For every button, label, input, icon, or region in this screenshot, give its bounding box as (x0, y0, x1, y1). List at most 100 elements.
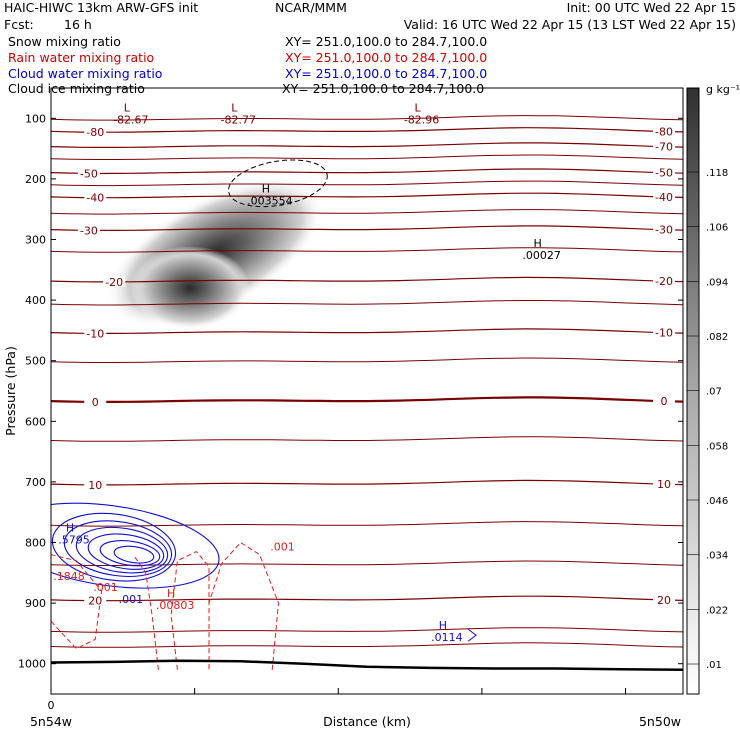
rain-value-label: .001 (93, 581, 118, 594)
colorbar-tick-label: .106 (706, 223, 728, 234)
legend-rain-name: Rain water mixing ratio (8, 50, 154, 65)
isotherm-label: -10 (655, 327, 673, 340)
temp-min-value: -82.67 (113, 113, 148, 126)
isotherm (51, 180, 683, 187)
isotherm-label-bg (653, 140, 676, 152)
legend: Snow mixing ratio XY= 251.0,100.0 to 284… (8, 34, 487, 96)
isotherm-label: -50 (655, 167, 673, 180)
cloud_water-value-label: .0114 (431, 631, 463, 644)
isotherm-10 (51, 479, 683, 486)
valid-time: Valid: 16 UTC Wed 22 Apr 15 (13 LST Wed … (404, 17, 736, 32)
cloud-water-contour (51, 512, 177, 582)
isotherm-label-bg (653, 223, 676, 235)
isotherm-label: -40 (86, 192, 104, 205)
cloud-water-contour (63, 520, 173, 577)
isotherm-label-bg (84, 126, 107, 138)
colorbar-tick-label: .034 (706, 551, 728, 562)
cloud-water-contour (113, 545, 155, 564)
isotherm-label: 0 (92, 396, 99, 409)
isotherm (51, 357, 683, 363)
colorbar-bar (686, 87, 700, 695)
y-tick-label: 500 (25, 355, 46, 368)
isotherm--10 (51, 328, 683, 334)
temp-min-marker: L (124, 101, 131, 114)
isotherm-label: -40 (655, 191, 673, 204)
rain-value-label: .1848 (53, 570, 85, 583)
y-tick-label: 200 (25, 173, 46, 186)
y-tick-label: 300 (25, 234, 46, 247)
rain-contour (132, 554, 159, 670)
x-axis: 0 (48, 688, 627, 712)
isotherm (51, 642, 683, 648)
ice-max-marker: H (262, 182, 270, 195)
isotherm-label: -50 (80, 167, 98, 180)
x-tick-label: 0 (48, 699, 55, 712)
temperature-contours (51, 115, 683, 648)
isotherm-label: 10 (657, 478, 671, 491)
isotherm-label: -80 (86, 126, 104, 139)
isotherm-label: 10 (88, 479, 102, 492)
isotherm-label-bg (84, 191, 107, 203)
rain-value-label: .00803 (156, 599, 195, 612)
rain-contour (208, 541, 280, 670)
y-tick-label: 800 (25, 537, 46, 550)
ice-value-label: .003554 (247, 194, 293, 207)
isotherm-label: -30 (80, 224, 98, 237)
isotherm (51, 436, 683, 442)
isotherm--70 (51, 142, 683, 148)
terrain-surface (51, 659, 683, 672)
cloud-water-contour (87, 533, 165, 570)
legend-snow-name: Snow mixing ratio (8, 34, 121, 49)
isotherm (51, 115, 683, 121)
isotherm-label: -70 (655, 141, 673, 154)
fcst-label: Fcst: (4, 17, 34, 32)
isotherm-label: -30 (655, 224, 673, 237)
plot-frame (50, 87, 684, 695)
ice-value-label: .00027 (522, 249, 561, 262)
y-tick-label: 400 (25, 294, 46, 307)
y-tick-label: 100 (25, 112, 46, 125)
isotherm-label-bg (653, 478, 676, 490)
isotherm-label-bg (653, 190, 676, 202)
isotherm--30 (51, 225, 683, 231)
rain-contour (170, 550, 210, 670)
colorbar: g kg⁻¹ .01 .022 .034 .046 .058 .07 .082 .094 .10… (686, 83, 740, 695)
legend-snow-xy: XY= 251.0,100.0 to 284.7,100.0 (285, 34, 487, 49)
colorbar-tick-label: .094 (706, 277, 728, 288)
temp-min-marker: L (414, 101, 421, 114)
isotherm-label-bg (653, 593, 676, 605)
isotherm--40 (51, 192, 683, 199)
rain-value-label: .001 (270, 540, 295, 553)
isotherm-label-bg (84, 478, 107, 490)
x-axis-title: Distance (km) (323, 714, 411, 729)
isotherm (51, 209, 683, 215)
legend-cloud-water-xy: XY= 251.0,100.0 to 284.7,100.0 (285, 66, 487, 81)
rain-contours (51, 541, 280, 670)
cloud_water-max-marker: H (439, 619, 447, 632)
isotherm (51, 627, 683, 633)
isotherm-label: -20 (655, 275, 673, 288)
isotherm-label-bg (84, 327, 107, 339)
isotherm--50 (51, 168, 683, 175)
temp-min-value: -82.77 (221, 113, 256, 126)
colorbar-tick-label: .118 (706, 168, 728, 179)
isotherm-label-bg (77, 167, 100, 179)
cloud_water-value-label: .001 (119, 593, 144, 606)
cloud_water-value-label: .5795 (58, 534, 90, 547)
isotherm-label-bg (103, 275, 126, 287)
cloud-water-contour (51, 502, 220, 589)
isotherm-label: -20 (105, 276, 123, 289)
snow-shading (105, 178, 325, 330)
ice-contour (227, 159, 328, 208)
isotherm-label: -80 (655, 126, 673, 139)
cloud-water-contours (51, 502, 477, 642)
rain-max-marker: H (167, 587, 175, 600)
isotherm-20 (51, 595, 683, 602)
isotherm-label-bg (77, 224, 100, 236)
ice-max-marker: H (533, 237, 541, 250)
contour-labels: -80 -80 -70 -50 -50 -40 -40 -30 -30 -20 -20 -10 -10 0… (53, 101, 676, 644)
colorbar-tick-label: .082 (706, 332, 728, 343)
cloud-water-marker (467, 628, 477, 642)
